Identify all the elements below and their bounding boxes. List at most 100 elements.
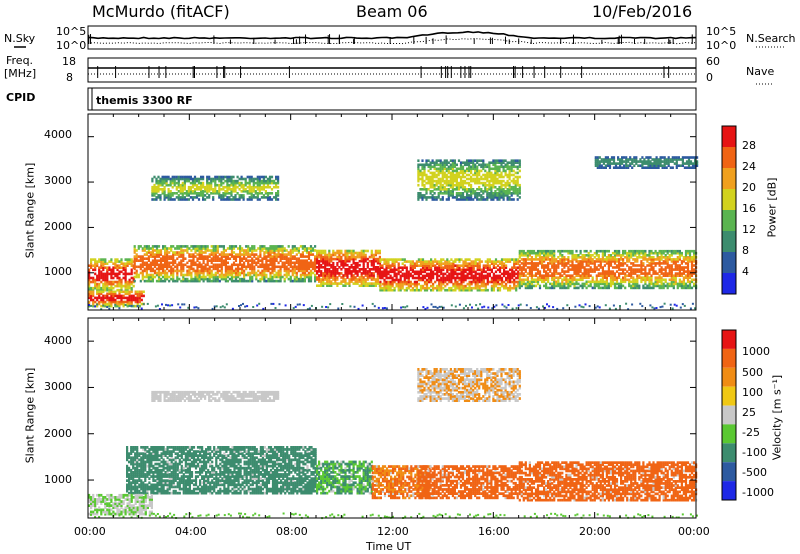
power-cell [247, 263, 250, 267]
power-cell [155, 263, 159, 267]
power-cell [452, 268, 455, 272]
power-cell [334, 278, 337, 281]
power-cell [678, 264, 681, 267]
power-cell [346, 276, 349, 279]
power-cell [316, 249, 319, 253]
power-cell [557, 249, 560, 253]
power-cell [620, 262, 623, 265]
power-cell [440, 264, 443, 267]
power-cell [509, 276, 512, 280]
power-cell [228, 253, 232, 256]
power-cell [162, 257, 165, 260]
power-cell [526, 258, 529, 261]
power-cell [472, 260, 475, 263]
power-cell [245, 265, 248, 269]
power-cell [468, 163, 471, 167]
power-cell [262, 179, 265, 183]
power-cell [646, 278, 649, 282]
power-cell [435, 179, 438, 183]
power-cell [478, 258, 481, 261]
power-cell [505, 270, 508, 274]
power-cell [605, 262, 608, 265]
power-cell [277, 181, 280, 185]
power-cell [250, 190, 253, 193]
power-cell [419, 284, 423, 288]
power-cell [295, 279, 298, 283]
power-cell [583, 272, 586, 275]
power-cell [670, 254, 673, 257]
power-cell [167, 192, 170, 195]
power-cell [151, 188, 154, 191]
power-cell [214, 277, 217, 281]
power-cell [509, 286, 512, 290]
power-cell [314, 265, 317, 269]
power-cell [108, 268, 111, 272]
power-cell [399, 276, 402, 280]
power-cell [684, 254, 688, 257]
power-cell [534, 264, 538, 267]
power-cell [595, 280, 598, 284]
power-cell [553, 264, 556, 267]
power-cell [605, 274, 608, 277]
power-cell [147, 255, 150, 258]
power-cell [470, 196, 473, 199]
power-cell [214, 263, 217, 267]
power-cell [686, 284, 690, 288]
power-cell [595, 254, 598, 257]
power-cell [320, 257, 323, 261]
power-cell [457, 181, 461, 185]
power-cell [130, 296, 133, 300]
power-cell [468, 165, 471, 169]
power-cell [632, 262, 635, 265]
power-cell [648, 272, 651, 275]
power-cell [120, 282, 123, 286]
power-cell [128, 272, 131, 276]
power-cell [134, 298, 137, 302]
power-cell [678, 258, 681, 261]
power-cell [599, 272, 602, 275]
power-cell [563, 270, 566, 273]
power-cell [192, 263, 195, 267]
power-cell [652, 286, 655, 290]
power-cell [585, 270, 588, 273]
power-cell [615, 282, 619, 286]
power-cell [181, 192, 184, 195]
power-cell [342, 276, 345, 279]
power-cell [686, 286, 690, 290]
power-cell [139, 257, 142, 260]
power-cell [543, 274, 546, 277]
power-cell [640, 262, 643, 265]
power-cell [169, 183, 172, 187]
power-cell [468, 196, 471, 199]
power-cell [307, 247, 311, 250]
power-cell [674, 272, 677, 275]
power-cell [128, 282, 131, 286]
power-cell [92, 258, 95, 261]
power-cell [466, 192, 469, 195]
power-cell [185, 198, 188, 201]
power-cell [277, 269, 280, 273]
power-cell [169, 190, 172, 193]
power-cell [334, 280, 337, 283]
power-cell [425, 262, 429, 265]
power-cell [166, 263, 169, 267]
power-cell [648, 286, 651, 290]
power-cell [230, 194, 233, 197]
power-cell [100, 298, 103, 302]
power-cell [417, 264, 420, 267]
power-cell [421, 163, 424, 167]
power-cell [466, 169, 469, 173]
power-cell [267, 251, 270, 254]
power-cell [470, 262, 473, 265]
power-cell [94, 284, 97, 288]
power-cell [640, 280, 643, 284]
power-cell [368, 259, 371, 263]
power-cell [573, 258, 576, 261]
power-cell [301, 271, 304, 275]
power-cell [624, 256, 627, 259]
power-cell [174, 251, 177, 254]
power-cell [435, 167, 438, 171]
power-cell [366, 274, 369, 277]
power-cell [385, 266, 388, 269]
power-cell [664, 258, 667, 261]
